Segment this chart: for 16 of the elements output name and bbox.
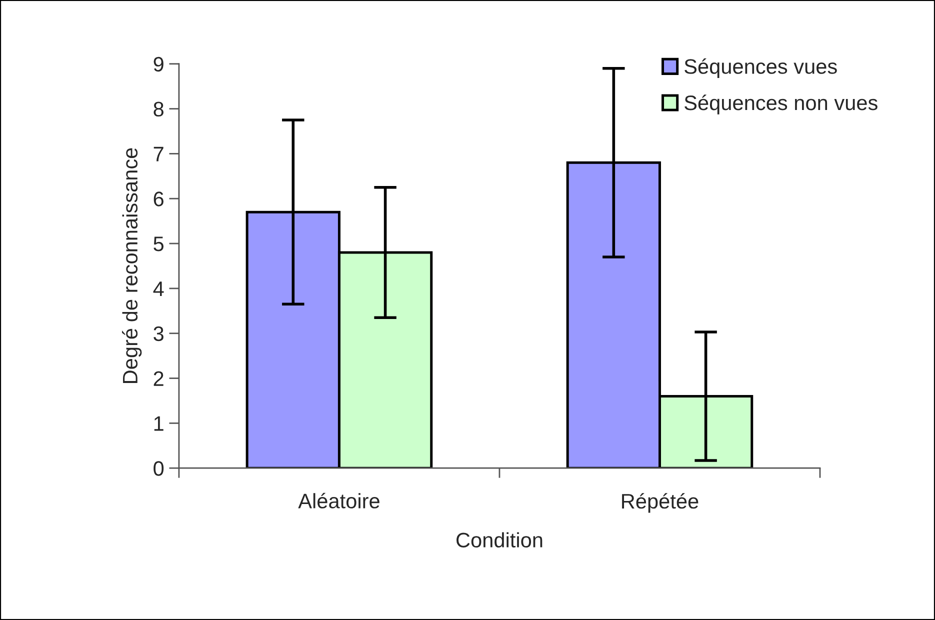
y-tick-label: 0 bbox=[154, 461, 164, 476]
x-tick-label: Répétée bbox=[622, 493, 698, 513]
y-tick-label: 7 bbox=[154, 146, 164, 162]
y-axis-title: Degré de reconnaissance bbox=[122, 148, 142, 383]
x-axis-title: Condition bbox=[456, 532, 542, 548]
y-tick-label: 2 bbox=[154, 371, 164, 386]
legend-label: Séquences non vues bbox=[684, 94, 878, 114]
x-tick-label: Aléatoire bbox=[298, 492, 380, 508]
y-tick-label: 1 bbox=[154, 416, 164, 431]
y-tick-label: 4 bbox=[153, 282, 164, 296]
legend-label: Séquences vues bbox=[684, 58, 837, 78]
y-tick-label: 9 bbox=[154, 56, 164, 72]
y-tick-label: 8 bbox=[154, 102, 164, 117]
y-tick-label: 5 bbox=[154, 236, 164, 252]
y-tick-label: 6 bbox=[154, 192, 164, 206]
y-tick-label: 3 bbox=[154, 326, 164, 342]
